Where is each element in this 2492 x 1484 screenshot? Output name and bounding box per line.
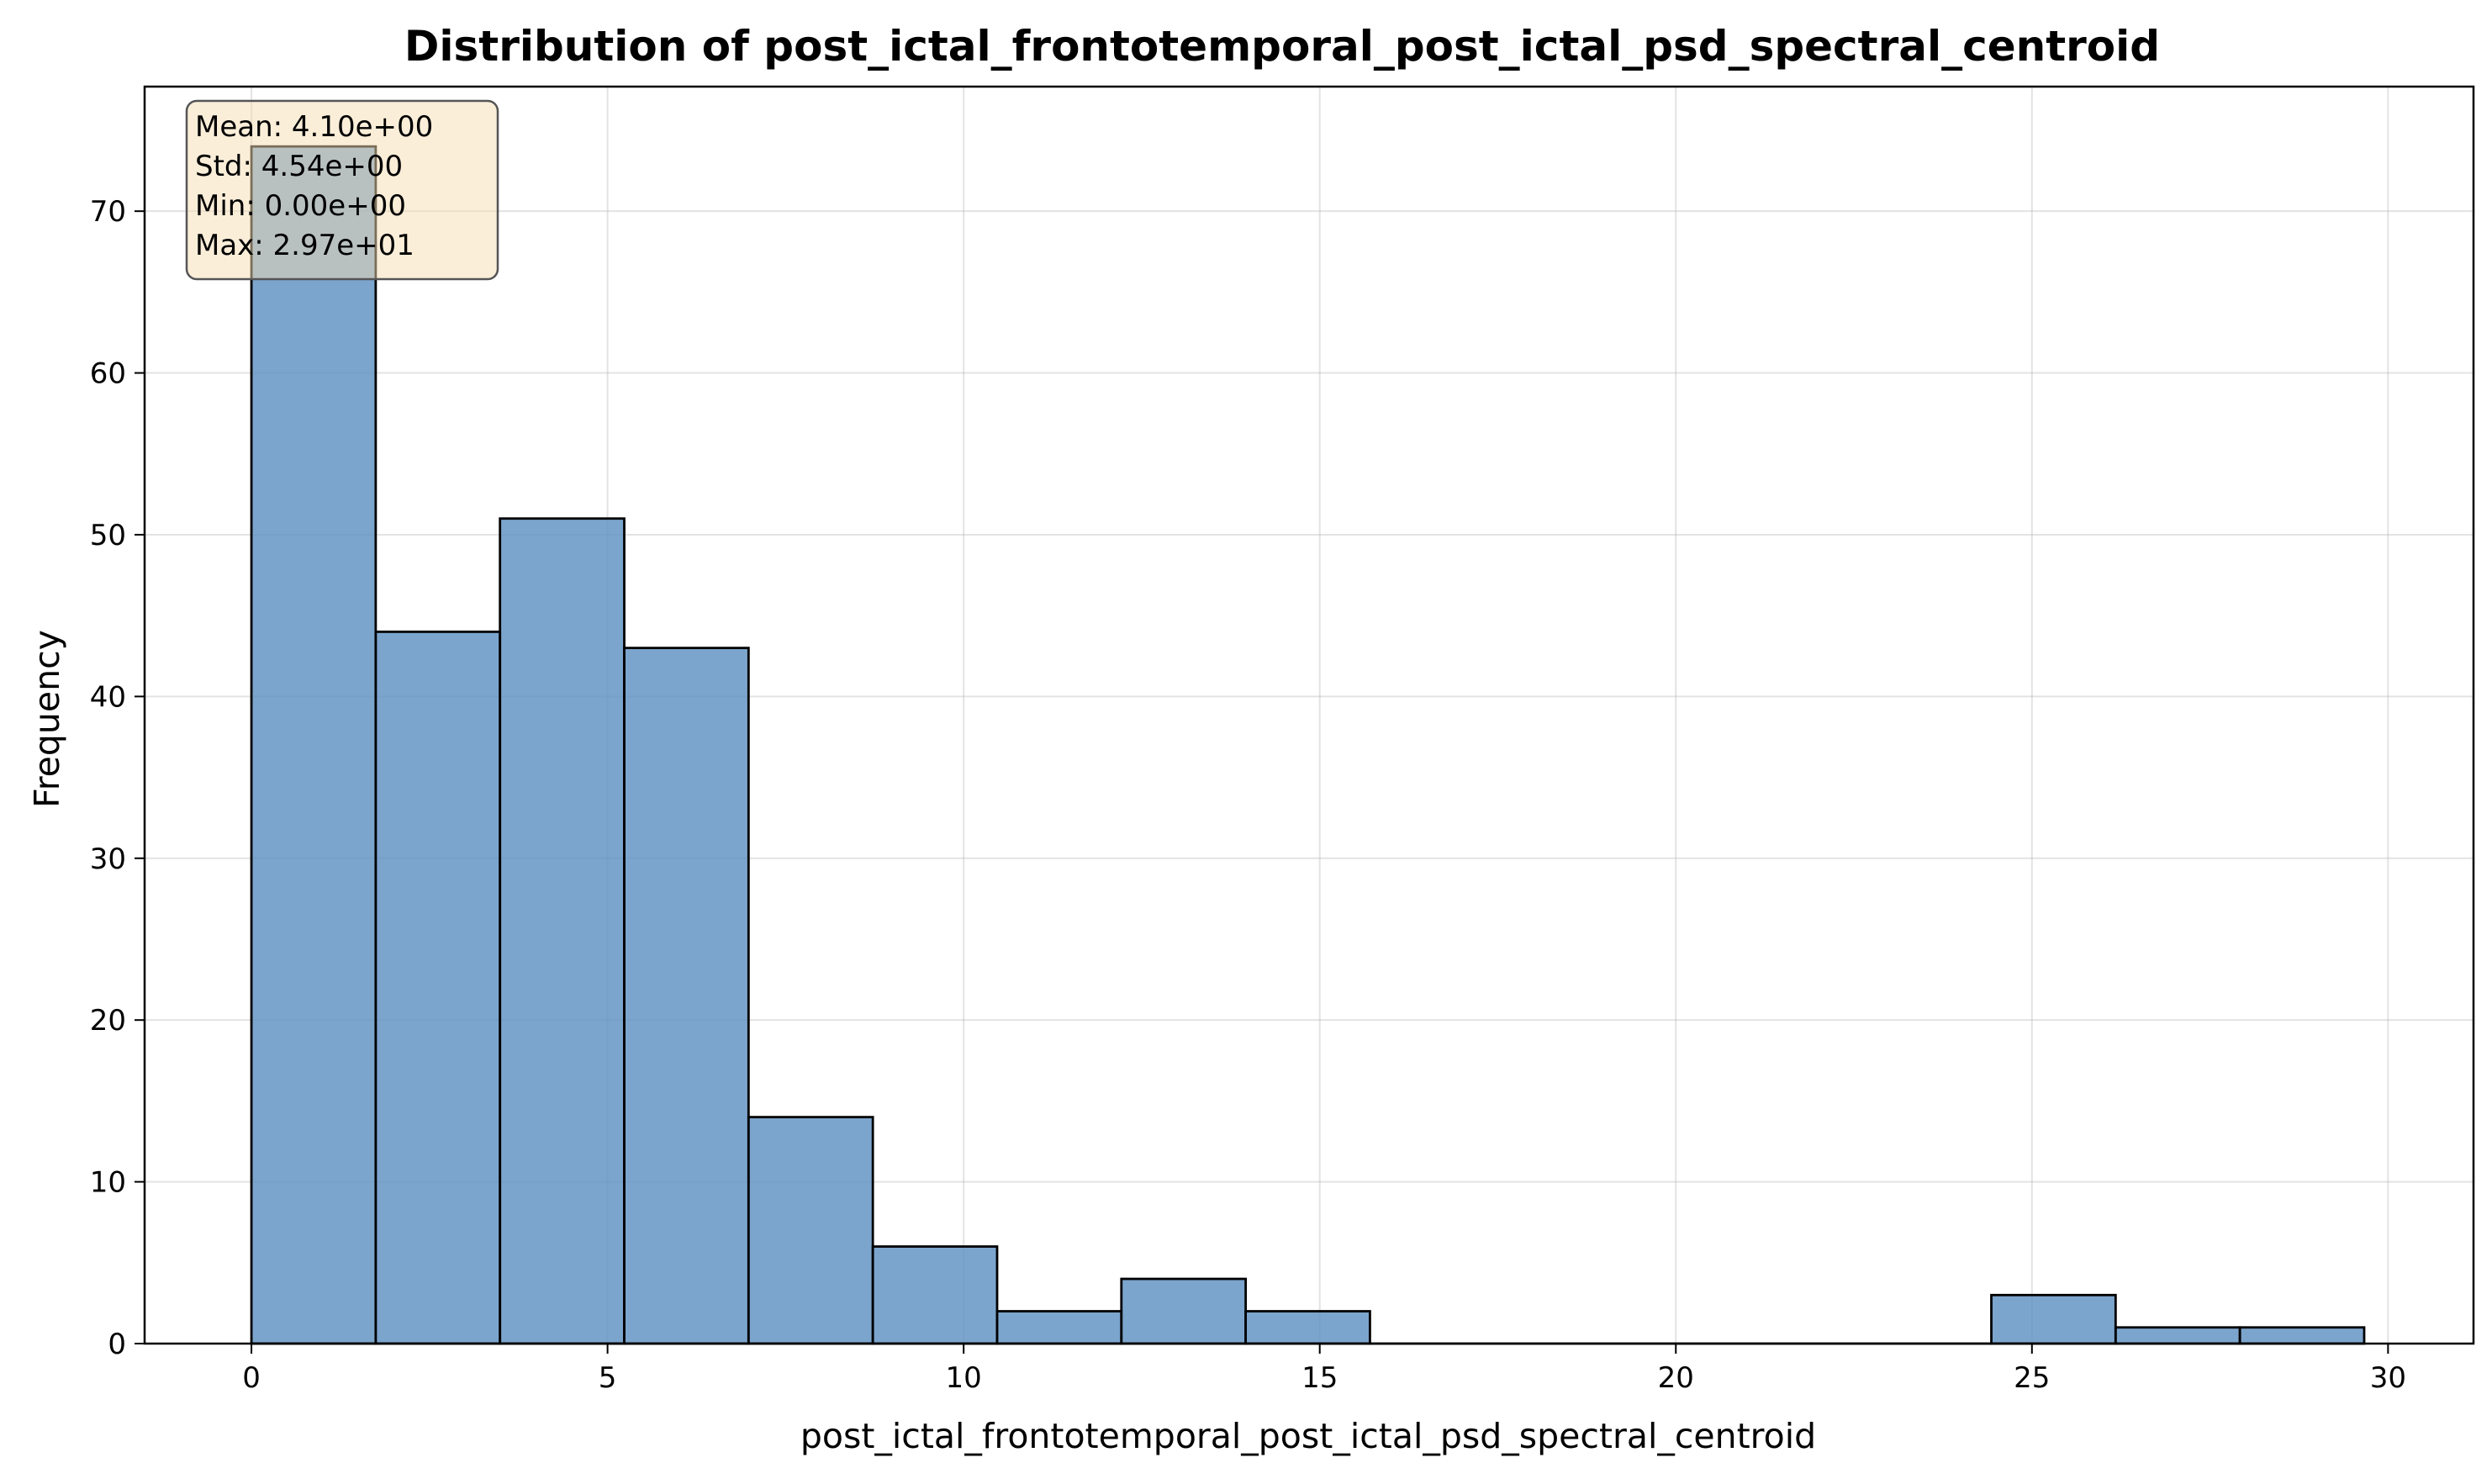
- y-tick-label: 10: [90, 1166, 126, 1200]
- y-tick-label: 50: [90, 519, 126, 552]
- plot-area-frame: [143, 85, 2475, 1345]
- x-axis-label: post_ictal_frontotemporal_post_ictal_psd…: [800, 1416, 1816, 1456]
- histogram-bar: [871, 1245, 999, 1345]
- x-tick-label: 30: [2370, 1361, 2406, 1395]
- histogram-bar: [250, 145, 377, 1345]
- stats-box: Mean: 4.10e+00 Std: 4.54e+00 Min: 0.00e+…: [185, 99, 499, 281]
- histogram-bar: [1120, 1277, 1248, 1345]
- histogram-bar: [2238, 1326, 2366, 1345]
- histogram-bar: [1244, 1310, 1371, 1345]
- x-tick-label: 15: [1301, 1361, 1338, 1395]
- x-tick-label: 0: [242, 1361, 261, 1395]
- stats-max: Max: 2.97e+01: [195, 229, 414, 262]
- histogram-bar: [995, 1310, 1123, 1345]
- chart-title: Distribution of post_ictal_frontotempora…: [404, 22, 2160, 71]
- y-tick-label: 20: [90, 1004, 126, 1038]
- stats-box-background: [185, 99, 499, 281]
- y-tick-label: 60: [90, 357, 126, 391]
- histogram-bar: [2114, 1326, 2241, 1345]
- stats-mean: Mean: 4.10e+00: [195, 110, 433, 144]
- y-axis-label: Frequency: [27, 630, 67, 808]
- histogram-bar: [499, 517, 626, 1345]
- y-axis-ticks: 0 10 20 30 40 50 60 70: [90, 195, 145, 1361]
- histogram-bar: [623, 647, 750, 1345]
- stats-min: Min: 0.00e+00: [195, 189, 406, 223]
- x-axis-ticks: 0 5 10 15 20 25 30: [242, 1344, 2406, 1395]
- y-tick-label: 0: [108, 1328, 126, 1361]
- y-tick-label: 40: [90, 680, 126, 714]
- y-tick-label: 30: [90, 842, 126, 876]
- histogram-bar: [747, 1116, 874, 1345]
- y-tick-label: 70: [90, 195, 126, 229]
- x-tick-label: 10: [946, 1361, 982, 1395]
- x-tick-label: 20: [1658, 1361, 1694, 1395]
- histogram-bars: [250, 145, 2366, 1345]
- x-tick-label: 25: [2014, 1361, 2050, 1395]
- stats-std: Std: 4.54e+00: [195, 150, 403, 183]
- x-tick-label: 5: [599, 1361, 617, 1395]
- histogram-bar: [374, 631, 502, 1345]
- histogram-bar: [1990, 1293, 2117, 1345]
